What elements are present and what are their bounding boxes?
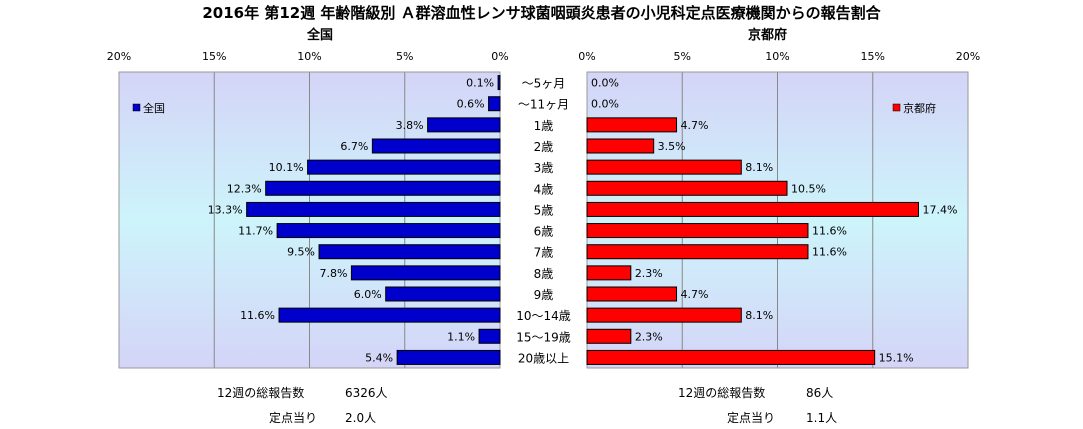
bar — [586, 117, 678, 133]
category-label: 15～19歳 — [516, 330, 571, 344]
data-label: 6.0% — [354, 288, 382, 301]
bar — [586, 159, 742, 175]
data-label: 8.1% — [745, 161, 773, 174]
kyoto-per-label: 定点当り — [727, 411, 776, 425]
bar — [586, 307, 742, 323]
tick-label: 15% — [202, 50, 226, 63]
data-label: 1.1% — [447, 330, 475, 343]
category-label: 6歳 — [534, 225, 554, 239]
category-label: 9歳 — [534, 288, 554, 302]
data-label: 6.7% — [340, 140, 368, 153]
category-label: 7歳 — [534, 246, 554, 260]
tick-label: 5% — [396, 50, 413, 63]
national-per-label: 定点当り — [269, 411, 318, 425]
data-label: 11.7% — [238, 225, 273, 238]
category-label: 10～14歳 — [516, 309, 571, 323]
data-label: 0.1% — [466, 77, 494, 90]
plot-border — [118, 71, 501, 369]
bar — [318, 244, 501, 260]
tick-label: 20% — [107, 50, 131, 63]
tick-label: 0% — [578, 50, 595, 63]
panel-title-kyoto: 京都府 — [748, 28, 788, 43]
bar — [350, 265, 501, 281]
bar — [488, 96, 501, 112]
category-label: ～5ヶ月 — [522, 77, 566, 91]
legend-label: 全国 — [143, 101, 165, 115]
bar — [307, 159, 501, 175]
category-label: 4歳 — [534, 182, 554, 196]
data-label: 8.1% — [745, 309, 773, 322]
tick-label: 10% — [297, 50, 321, 63]
data-label: 12.3% — [227, 182, 262, 195]
kyoto-per-value: 1.1人 — [806, 411, 838, 425]
bar — [427, 117, 501, 133]
data-label: 17.4% — [922, 203, 957, 216]
data-label: 11.6% — [812, 225, 847, 238]
data-label: 3.5% — [658, 140, 686, 153]
category-label: 2歳 — [534, 140, 554, 154]
bar — [586, 244, 809, 260]
bar — [278, 307, 501, 323]
tick-label: 10% — [765, 50, 789, 63]
national-total-label: 12週の総報告数 — [217, 386, 305, 400]
bar — [586, 180, 788, 196]
bar — [385, 286, 501, 302]
data-label: 0.0% — [591, 77, 619, 90]
data-label: 11.6% — [240, 309, 275, 322]
national-per-value: 2.0人 — [345, 411, 377, 425]
bar — [586, 286, 678, 302]
bar — [371, 138, 501, 154]
bar — [586, 328, 632, 344]
national-total-value: 6326人 — [345, 386, 388, 400]
category-label: 8歳 — [534, 267, 554, 281]
data-label: 0.6% — [457, 98, 485, 111]
chart-title: 2016年 第12週 年齢階級別 Ａ群溶血性レンサ球菌咽頭炎患者の小児科定点医療… — [202, 4, 881, 22]
data-label: 11.6% — [812, 246, 847, 259]
data-label: 5.4% — [365, 351, 393, 364]
tick-label: 5% — [674, 50, 691, 63]
data-label: 2.3% — [635, 330, 663, 343]
legend-label: 京都府 — [903, 101, 936, 115]
bar — [586, 223, 809, 239]
data-label: 3.8% — [396, 119, 424, 132]
bar — [497, 75, 501, 91]
data-label: 4.7% — [681, 288, 709, 301]
data-label: 4.7% — [681, 119, 709, 132]
bar — [586, 138, 655, 154]
tick-label: 15% — [861, 50, 885, 63]
bar — [586, 349, 876, 365]
bar — [586, 265, 632, 281]
panel-title-national: 全国 — [307, 28, 334, 43]
plot-border — [586, 71, 969, 369]
bar — [586, 201, 919, 217]
bar — [396, 349, 501, 365]
data-label: 0.0% — [591, 98, 619, 111]
legend-swatch — [132, 103, 141, 112]
data-label: 10.5% — [791, 182, 826, 195]
bar — [265, 180, 501, 196]
category-label: 20歳以上 — [518, 351, 569, 365]
data-label: 10.1% — [269, 161, 304, 174]
kyoto-total-label: 12週の総報告数 — [678, 386, 766, 400]
bar — [246, 201, 501, 217]
tick-label: 0% — [491, 50, 508, 63]
data-label: 2.3% — [635, 267, 663, 280]
data-label: 13.3% — [208, 203, 243, 216]
legend-swatch — [892, 103, 901, 112]
category-label: 3歳 — [534, 161, 554, 175]
category-label: ～11ヶ月 — [518, 98, 569, 112]
data-label: 9.5% — [287, 246, 315, 259]
data-label: 15.1% — [879, 351, 914, 364]
bar — [478, 328, 501, 344]
kyoto-total-value: 86人 — [806, 386, 834, 400]
category-label: 5歳 — [534, 203, 554, 217]
tick-label: 20% — [956, 50, 980, 63]
bar — [276, 223, 501, 239]
category-label: 1歳 — [534, 119, 554, 133]
data-label: 7.8% — [319, 267, 347, 280]
